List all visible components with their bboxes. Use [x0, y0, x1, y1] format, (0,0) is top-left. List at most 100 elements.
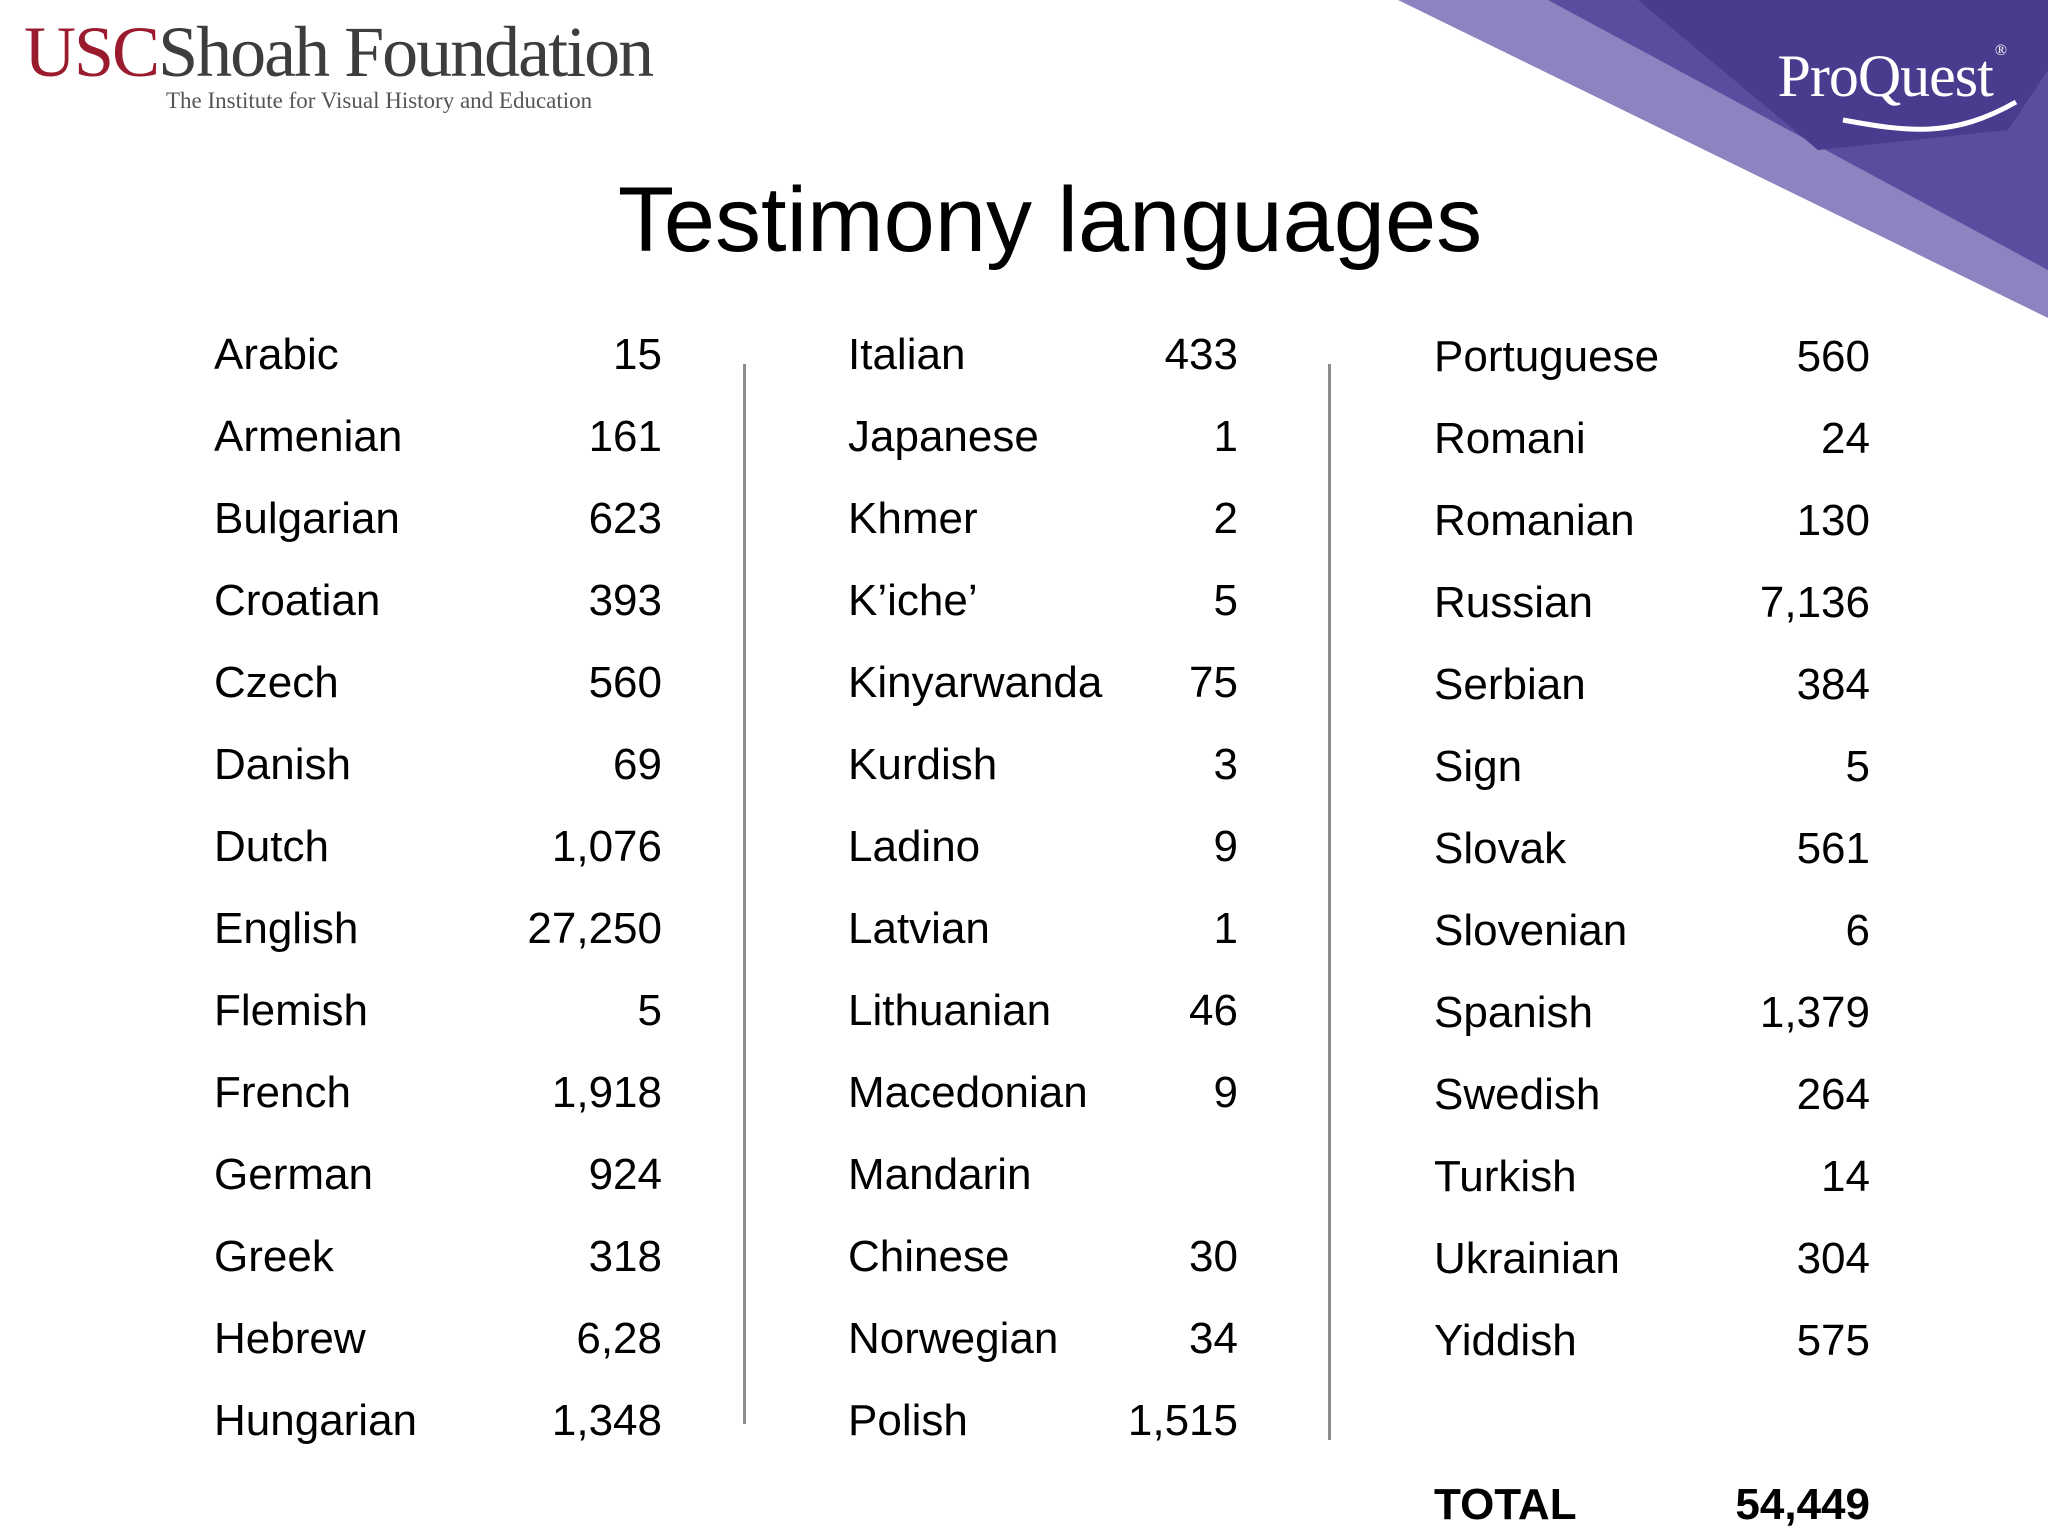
- language-name: Armenian: [214, 412, 403, 461]
- language-name: Macedonian: [848, 1068, 1088, 1117]
- language-row: Arabic 15: [214, 320, 662, 402]
- testimony-count: 1,348: [551, 1396, 662, 1445]
- testimony-count: 318: [588, 1232, 662, 1281]
- testimony-count: 14: [1821, 1152, 1870, 1201]
- language-name: Dutch: [214, 822, 329, 871]
- language-row: Flemish 5: [214, 976, 662, 1058]
- slide-title: Testimony languages: [617, 169, 1483, 271]
- language-name: Ukrainian: [1434, 1234, 1620, 1283]
- language-name: Yiddish: [1434, 1316, 1577, 1365]
- language-name: Croatian: [214, 576, 381, 625]
- language-name: Kinyarwanda: [848, 658, 1103, 707]
- testimony-count: 24: [1821, 414, 1870, 463]
- language-row: Ukrainian 304: [1434, 1224, 1870, 1306]
- language-row: Greek 318: [214, 1222, 662, 1304]
- usc-logo-name: Shoah Foundation: [158, 12, 654, 92]
- language-row: Russian 7,136: [1434, 568, 1870, 650]
- language-row: Italian 433: [848, 320, 1238, 402]
- testimony-count: 1,379: [1759, 988, 1870, 1037]
- testimony-count: 9: [1213, 1068, 1238, 1117]
- testimony-count: 69: [613, 740, 662, 789]
- language-name: Slovenian: [1434, 906, 1628, 955]
- testimony-count: 560: [1796, 332, 1870, 381]
- language-name: Bulgarian: [214, 494, 400, 543]
- language-column-2: Italian 433 Japanese 1 Khmer 2 K’iche’ 5 Kin…: [848, 320, 1238, 1468]
- language-row: Portuguese 560: [1434, 322, 1870, 404]
- language-name: Hebrew: [214, 1314, 366, 1363]
- language-name: Arabic: [214, 330, 339, 379]
- language-row: Yiddish 575: [1434, 1306, 1870, 1388]
- column-divider: [1328, 364, 1331, 1440]
- testimony-count: 1,076: [551, 822, 662, 871]
- language-name: French: [214, 1068, 351, 1117]
- language-row: Hebrew 6,28: [214, 1304, 662, 1386]
- language-column-3: Portuguese 560 Romani 24 Romanian 130 Russi…: [1434, 322, 1870, 1388]
- language-row: Swedish 264: [1434, 1060, 1870, 1142]
- language-row: K’iche’ 5: [848, 566, 1238, 648]
- usc-logo-subtitle: The Institute for Visual History and Edu…: [166, 88, 593, 113]
- testimony-count: 15: [613, 330, 662, 379]
- language-name: Hungarian: [214, 1396, 418, 1445]
- language-name: English: [214, 904, 359, 953]
- testimony-count: 5: [1213, 576, 1238, 625]
- testimony-count: 304: [1796, 1234, 1870, 1283]
- language-name: Danish: [214, 740, 351, 789]
- language-name: Serbian: [1434, 660, 1586, 709]
- language-row: Turkish 14: [1434, 1142, 1870, 1224]
- language-row: French 1,918: [214, 1058, 662, 1140]
- total-label: TOTAL: [1434, 1480, 1577, 1529]
- testimony-count: 5: [1845, 742, 1870, 791]
- proquest-corner-graphic: [1398, 0, 2048, 318]
- language-row: Mandarin: [848, 1140, 1238, 1222]
- testimony-count: 393: [588, 576, 662, 625]
- language-row: Norwegian 34: [848, 1304, 1238, 1386]
- language-name: Lithuanian: [848, 986, 1052, 1035]
- language-row: Kinyarwanda 75: [848, 648, 1238, 730]
- testimony-count: 623: [588, 494, 662, 543]
- usc-logo-wordmark: USCShoah Foundation: [24, 6, 654, 100]
- language-name: German: [214, 1150, 373, 1199]
- language-row: Romani 24: [1434, 404, 1870, 486]
- testimony-count: 46: [1189, 986, 1238, 1035]
- language-row: Czech 560: [214, 648, 662, 730]
- usc-logo-usc: USC: [24, 12, 160, 92]
- language-row: Khmer 2: [848, 484, 1238, 566]
- language-row: Japanese 1: [848, 402, 1238, 484]
- language-row: Croatian 393: [214, 566, 662, 648]
- language-row: Kurdish 3: [848, 730, 1238, 812]
- language-name: Swedish: [1434, 1070, 1601, 1119]
- testimony-count: 6: [1845, 906, 1870, 955]
- language-name: K’iche’: [848, 576, 978, 625]
- testimony-count: 1: [1213, 904, 1238, 953]
- language-row: Slovenian 6: [1434, 896, 1870, 978]
- language-row: Romanian 130: [1434, 486, 1870, 568]
- language-name: Latvian: [848, 904, 990, 953]
- language-name: Greek: [214, 1232, 334, 1281]
- language-name: Polish: [848, 1396, 968, 1445]
- language-row: English 27,250: [214, 894, 662, 976]
- testimony-count: 2: [1213, 494, 1238, 543]
- language-row: Dutch 1,076: [214, 812, 662, 894]
- registered-mark: ®: [1994, 42, 2007, 59]
- language-row: Serbian 384: [1434, 650, 1870, 732]
- total-value: 54,449: [1735, 1480, 1870, 1529]
- language-name: Mandarin: [848, 1150, 1032, 1199]
- testimony-count: 7,136: [1759, 578, 1870, 627]
- language-name: Flemish: [214, 986, 369, 1035]
- testimony-count: 433: [1164, 330, 1238, 379]
- proquest-logo-text: ProQuest: [1777, 43, 1994, 109]
- testimony-count: 75: [1189, 658, 1238, 707]
- language-row: Ladino 9: [848, 812, 1238, 894]
- language-column-1: Arabic 15 Armenian 161 Bulgarian 623 Croati…: [214, 320, 662, 1468]
- language-row: Sign 5: [1434, 732, 1870, 814]
- language-row: Chinese 30: [848, 1222, 1238, 1304]
- testimony-count: 924: [588, 1150, 662, 1199]
- testimony-count: 9: [1213, 822, 1238, 871]
- testimony-count: 575: [1796, 1316, 1870, 1365]
- language-row: Spanish 1,379: [1434, 978, 1870, 1060]
- testimony-count: 561: [1796, 824, 1870, 873]
- testimony-count: 264: [1796, 1070, 1870, 1119]
- language-name: Czech: [214, 658, 339, 707]
- language-row: Armenian 161: [214, 402, 662, 484]
- language-name: Spanish: [1434, 988, 1594, 1037]
